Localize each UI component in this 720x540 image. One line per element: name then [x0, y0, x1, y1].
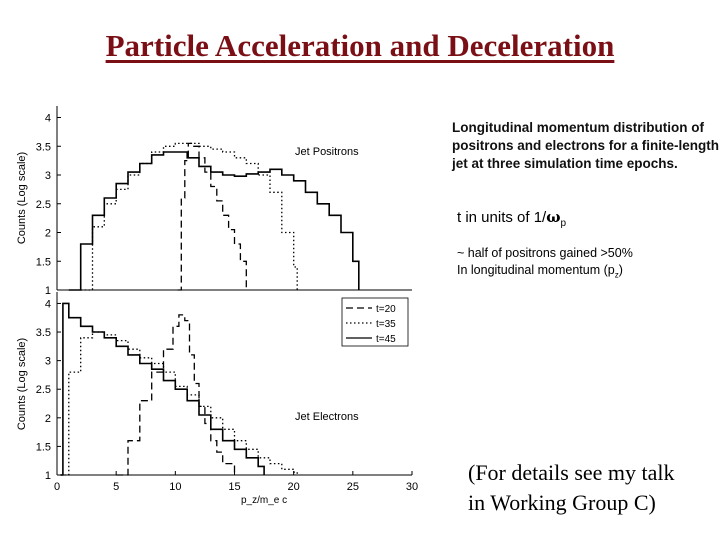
y-tick-label: 3 [45, 170, 51, 182]
x-tick-label: 10 [169, 481, 181, 493]
gain-line-2-sub: z [614, 270, 619, 280]
series-line-t-45 [60, 302, 265, 476]
x-tick-label: 25 [347, 481, 359, 493]
y-tick-label: 2.5 [36, 199, 51, 211]
talk-line-2: in Working Group C) [468, 490, 656, 515]
y-tick-label: 1.5 [36, 256, 51, 268]
slide-title: Particle Acceleration and Deceleration [105, 28, 615, 63]
y-tick-label: 2 [45, 413, 51, 425]
x-tick-label: 0 [54, 481, 60, 493]
y-tick-label: 2 [45, 228, 51, 240]
x-tick-label: 20 [288, 481, 300, 493]
panel-annotation: Jet Electrons [295, 411, 359, 423]
y-tick-label: 1 [45, 285, 51, 297]
gain-line-2-prefix: In longitudinal momentum (p [457, 263, 615, 277]
series-line-t-35 [80, 142, 298, 291]
y-tick-label: 1.5 [36, 441, 51, 453]
legend-label: t=35 [376, 319, 396, 330]
x-tick-label: 30 [406, 481, 418, 493]
series-line-t-20 [177, 142, 247, 291]
series-line-t-35 [60, 331, 298, 476]
y-tick-label: 2.5 [36, 384, 51, 396]
panel-annotation: Jet Positrons [295, 146, 359, 158]
x-tick-label: 15 [228, 481, 240, 493]
legend-box [341, 297, 409, 347]
omega-subscript: p [560, 218, 567, 229]
electron-panel: 1 1.5 2 2.5 3 3.5 4 0 5 10 15 20 25 30 p_z/m_e c Counts… [16, 292, 418, 506]
talk-line-1: (For details see my talk [468, 460, 675, 485]
gain-line-2: In longitudinal momentum (pz) [457, 262, 717, 284]
legend-label: t=20 [376, 304, 396, 315]
positron-panel: 1 1.5 2 2.5 3 3.5 4 Counts (Log scale) Jet Posit… [16, 106, 412, 297]
time-units-prefix: t in units of 1/ [457, 209, 547, 226]
y-axis-label: Counts (Log scale) [16, 152, 28, 244]
figure-description: Longitudinal momentum distribution of po… [452, 120, 720, 171]
y-axis-label: Counts (Log scale) [16, 338, 28, 430]
y-tick-label: 3.5 [36, 141, 51, 153]
x-tick-label: 5 [113, 481, 119, 493]
y-tick-label: 1 [45, 470, 51, 482]
y-tick-label: 3.5 [36, 327, 51, 339]
series-line-t-45 [68, 151, 360, 291]
y-tick-label: 3 [45, 356, 51, 368]
positron-gain-note: ~ half of positrons gained >50% In longi… [457, 245, 717, 284]
y-tick-label: 4 [45, 113, 51, 125]
y-tick-label: 4 [45, 298, 51, 310]
series-line-t-20 [116, 314, 236, 476]
gain-line-2-suffix: ) [618, 263, 623, 277]
omega-symbol: ω [546, 208, 561, 226]
time-units-note: t in units of 1/ωp [457, 208, 566, 229]
gain-line-1: ~ half of positrons gained >50% [457, 246, 633, 260]
legend-label: t=45 [376, 334, 396, 345]
x-axis-label: p_z/m_e c [241, 495, 287, 506]
talk-reference: (For details see my talk in Working Grou… [468, 458, 718, 518]
